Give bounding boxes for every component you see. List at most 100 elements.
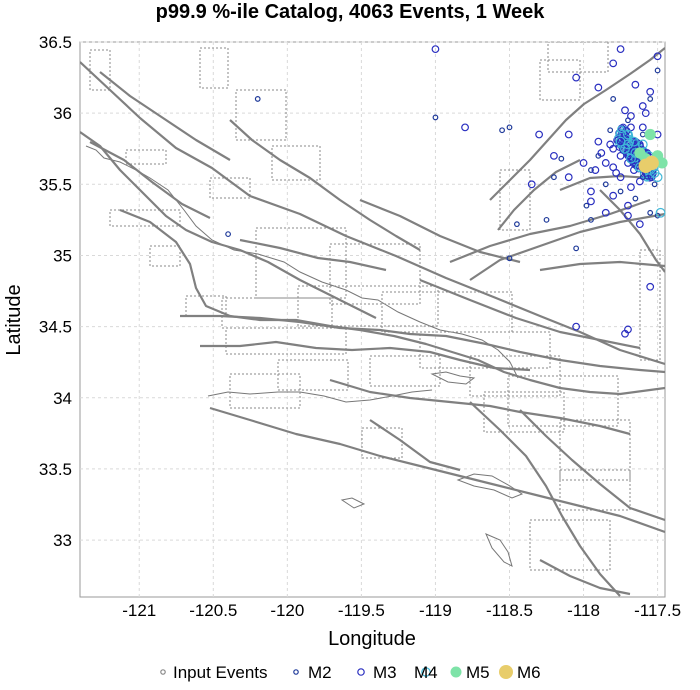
- point-m3: [572, 322, 581, 331]
- series-m5: [634, 128, 668, 169]
- series-layer: [225, 45, 668, 338]
- chart-title: p99.9 %-ile Catalog, 4063 Events, 1 Week: [156, 1, 546, 23]
- point-m3: [653, 52, 662, 61]
- point-m2: [432, 114, 439, 121]
- point-m3: [597, 149, 606, 157]
- point-m2: [632, 195, 639, 202]
- point-m3: [629, 166, 638, 174]
- series-m2: [225, 67, 661, 262]
- point-m2: [558, 155, 565, 162]
- point-m3: [535, 130, 544, 139]
- fault-zone-boxes: [89, 42, 661, 571]
- point-m3: [638, 102, 647, 110]
- point-m2: [651, 181, 658, 188]
- point-m3: [594, 137, 603, 146]
- point-m3: [616, 173, 625, 182]
- legend-label: M3: [373, 663, 397, 682]
- point-m3: [621, 329, 629, 338]
- point-m4: [652, 172, 663, 183]
- point-m3: [587, 187, 595, 196]
- x-tick-label: -118.5: [486, 601, 533, 620]
- legend-label: M5: [466, 663, 490, 682]
- y-tick-label: 36: [53, 104, 72, 123]
- point-m2: [647, 209, 654, 216]
- point-m2: [573, 245, 580, 252]
- point-m3: [631, 80, 640, 89]
- point-m4: [655, 207, 666, 218]
- x-tick-label: -119.5: [338, 601, 385, 620]
- point-m3: [550, 151, 558, 160]
- legend-marker-0: [160, 669, 166, 675]
- y-tick-label: 34: [53, 389, 72, 408]
- x-tick-label: -121: [122, 601, 156, 620]
- point-m3: [579, 159, 588, 167]
- point-m3: [572, 73, 581, 82]
- point-m3: [431, 45, 440, 54]
- point-m3: [461, 123, 469, 132]
- point-m3: [609, 191, 618, 200]
- point-m3: [616, 45, 625, 54]
- y-tick-label: 35: [53, 246, 72, 265]
- point-m4: [628, 136, 639, 147]
- point-m3: [646, 87, 655, 96]
- legend-marker-2: [357, 668, 365, 676]
- point-m2: [513, 221, 520, 228]
- point-m6: [644, 155, 659, 171]
- x-tick-label: -120: [270, 601, 304, 620]
- point-m5: [644, 128, 656, 141]
- x-tick-label: -118: [567, 601, 600, 620]
- point-m3: [594, 83, 603, 92]
- x-tick-label: -119: [419, 601, 452, 620]
- point-m2: [551, 174, 557, 181]
- point-m3: [641, 109, 650, 118]
- point-m3: [612, 169, 621, 177]
- point-m3: [527, 180, 536, 189]
- y-tick-label: 35.5: [39, 175, 72, 194]
- point-m3: [601, 208, 610, 217]
- y-tick-label: 36.5: [39, 33, 72, 52]
- x-tick-label: -120.5: [189, 601, 237, 620]
- point-m2: [607, 127, 614, 134]
- y-axis-ticks: 33 33.5 34 34.5 35 35.5 36 36.5: [39, 33, 72, 550]
- point-m3: [627, 183, 635, 192]
- point-m3: [627, 112, 635, 120]
- point-m2: [588, 167, 594, 173]
- point-m3: [635, 177, 644, 186]
- point-m2: [543, 216, 550, 223]
- point-m2: [225, 231, 232, 238]
- point-m2: [254, 96, 261, 102]
- fault-lines: [80, 47, 665, 597]
- point-m3: [564, 173, 573, 182]
- point-m3: [609, 144, 618, 153]
- point-m4: [620, 143, 630, 154]
- legend-marker-5: [499, 665, 513, 679]
- y-tick-label: 33: [53, 531, 72, 550]
- legend-label: M6: [517, 663, 541, 682]
- plot-frame: [79, 41, 666, 598]
- legend-label: M4: [414, 663, 438, 682]
- point-m2: [610, 96, 617, 102]
- point-m3: [609, 59, 618, 68]
- point-m3: [621, 106, 629, 115]
- series-m6: [638, 155, 659, 174]
- point-m4: [626, 153, 636, 164]
- point-m3: [624, 211, 632, 220]
- point-m2: [602, 181, 609, 188]
- point-m3: [587, 197, 595, 206]
- point-m2: [588, 216, 594, 223]
- legend: Input Events M2 M3 M4 M5 M6: [160, 663, 541, 682]
- x-axis-ticks: -121 -120.5 -120 -119.5 -119 -118.5 -118 -117.5: [122, 601, 681, 620]
- x-axis-label: Longitude: [328, 628, 416, 650]
- point-m2: [647, 96, 654, 102]
- plot-area: [79, 41, 668, 598]
- point-m3: [646, 282, 655, 291]
- point-m3: [638, 123, 647, 132]
- point-m2: [654, 67, 661, 74]
- legend-label: M2: [308, 663, 332, 682]
- y-tick-label: 34.5: [39, 318, 72, 337]
- point-m3: [616, 137, 625, 146]
- point-m3: [591, 166, 600, 174]
- point-m2: [617, 188, 624, 195]
- point-m3: [635, 220, 644, 229]
